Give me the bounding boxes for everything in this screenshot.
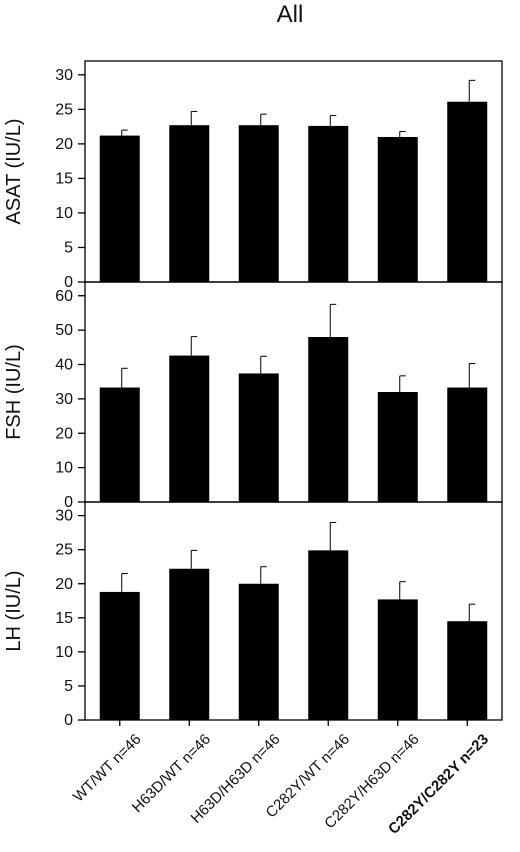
panel-1: 0 10 20 30 40 50 60 FSH (IU/L) (3, 281, 503, 511)
y-tick-label: 10 (55, 460, 73, 477)
plot-frame (84, 281, 503, 503)
y-tick-label: 0 (64, 274, 73, 291)
y-axis-title: LH (IU/L) (3, 570, 25, 651)
y-tick-label: 40 (55, 357, 73, 374)
y-tick-label: 20 (55, 576, 73, 593)
y-tick-label: 5 (64, 678, 73, 695)
y-tick-label: 20 (55, 136, 73, 153)
plot-frame (84, 501, 503, 721)
bar (447, 387, 488, 502)
bar (377, 599, 418, 720)
y-tick-label: 30 (55, 391, 73, 408)
bar (377, 136, 418, 282)
y-axis-title: FSH (IU/L) (3, 344, 25, 440)
y-tick-label: 30 (55, 67, 73, 84)
bar (377, 392, 418, 502)
y-tick-label: 10 (55, 644, 73, 661)
bar (308, 125, 349, 282)
y-tick-label: 15 (55, 610, 73, 627)
bar (238, 373, 279, 502)
y-tick-label: 0 (64, 494, 73, 511)
bar (238, 583, 279, 720)
bar (99, 135, 140, 282)
y-tick-label: 25 (55, 542, 73, 559)
bar (99, 387, 140, 502)
bar (308, 337, 349, 502)
bar (169, 355, 210, 502)
bar (99, 591, 140, 720)
panel-2: 0 5 10 15 20 25 30 LH (IU/L) (3, 501, 503, 729)
plot-frame (84, 60, 503, 283)
y-tick-label: 60 (55, 288, 73, 305)
y-tick-label: 20 (55, 425, 73, 442)
bar (447, 101, 488, 282)
y-tick-label: 0 (64, 712, 73, 729)
y-tick-label: 15 (55, 170, 73, 187)
bar (447, 621, 488, 720)
bar (238, 125, 279, 283)
y-tick-label: 5 (64, 239, 73, 256)
y-tick-label: 50 (55, 322, 73, 339)
panel-0: 0 5 10 15 20 25 30 ASAT (IU/L) (3, 60, 503, 291)
y-axis-title: ASAT (IU/L) (3, 119, 25, 225)
bar (169, 125, 210, 283)
bar (169, 568, 210, 720)
category-label: WT/WT n=46 (70, 731, 145, 806)
chart-title: All (277, 1, 304, 28)
y-tick-label: 30 (55, 508, 73, 525)
bar (308, 550, 349, 720)
y-tick-label: 10 (55, 205, 73, 222)
y-tick-label: 25 (55, 101, 73, 118)
